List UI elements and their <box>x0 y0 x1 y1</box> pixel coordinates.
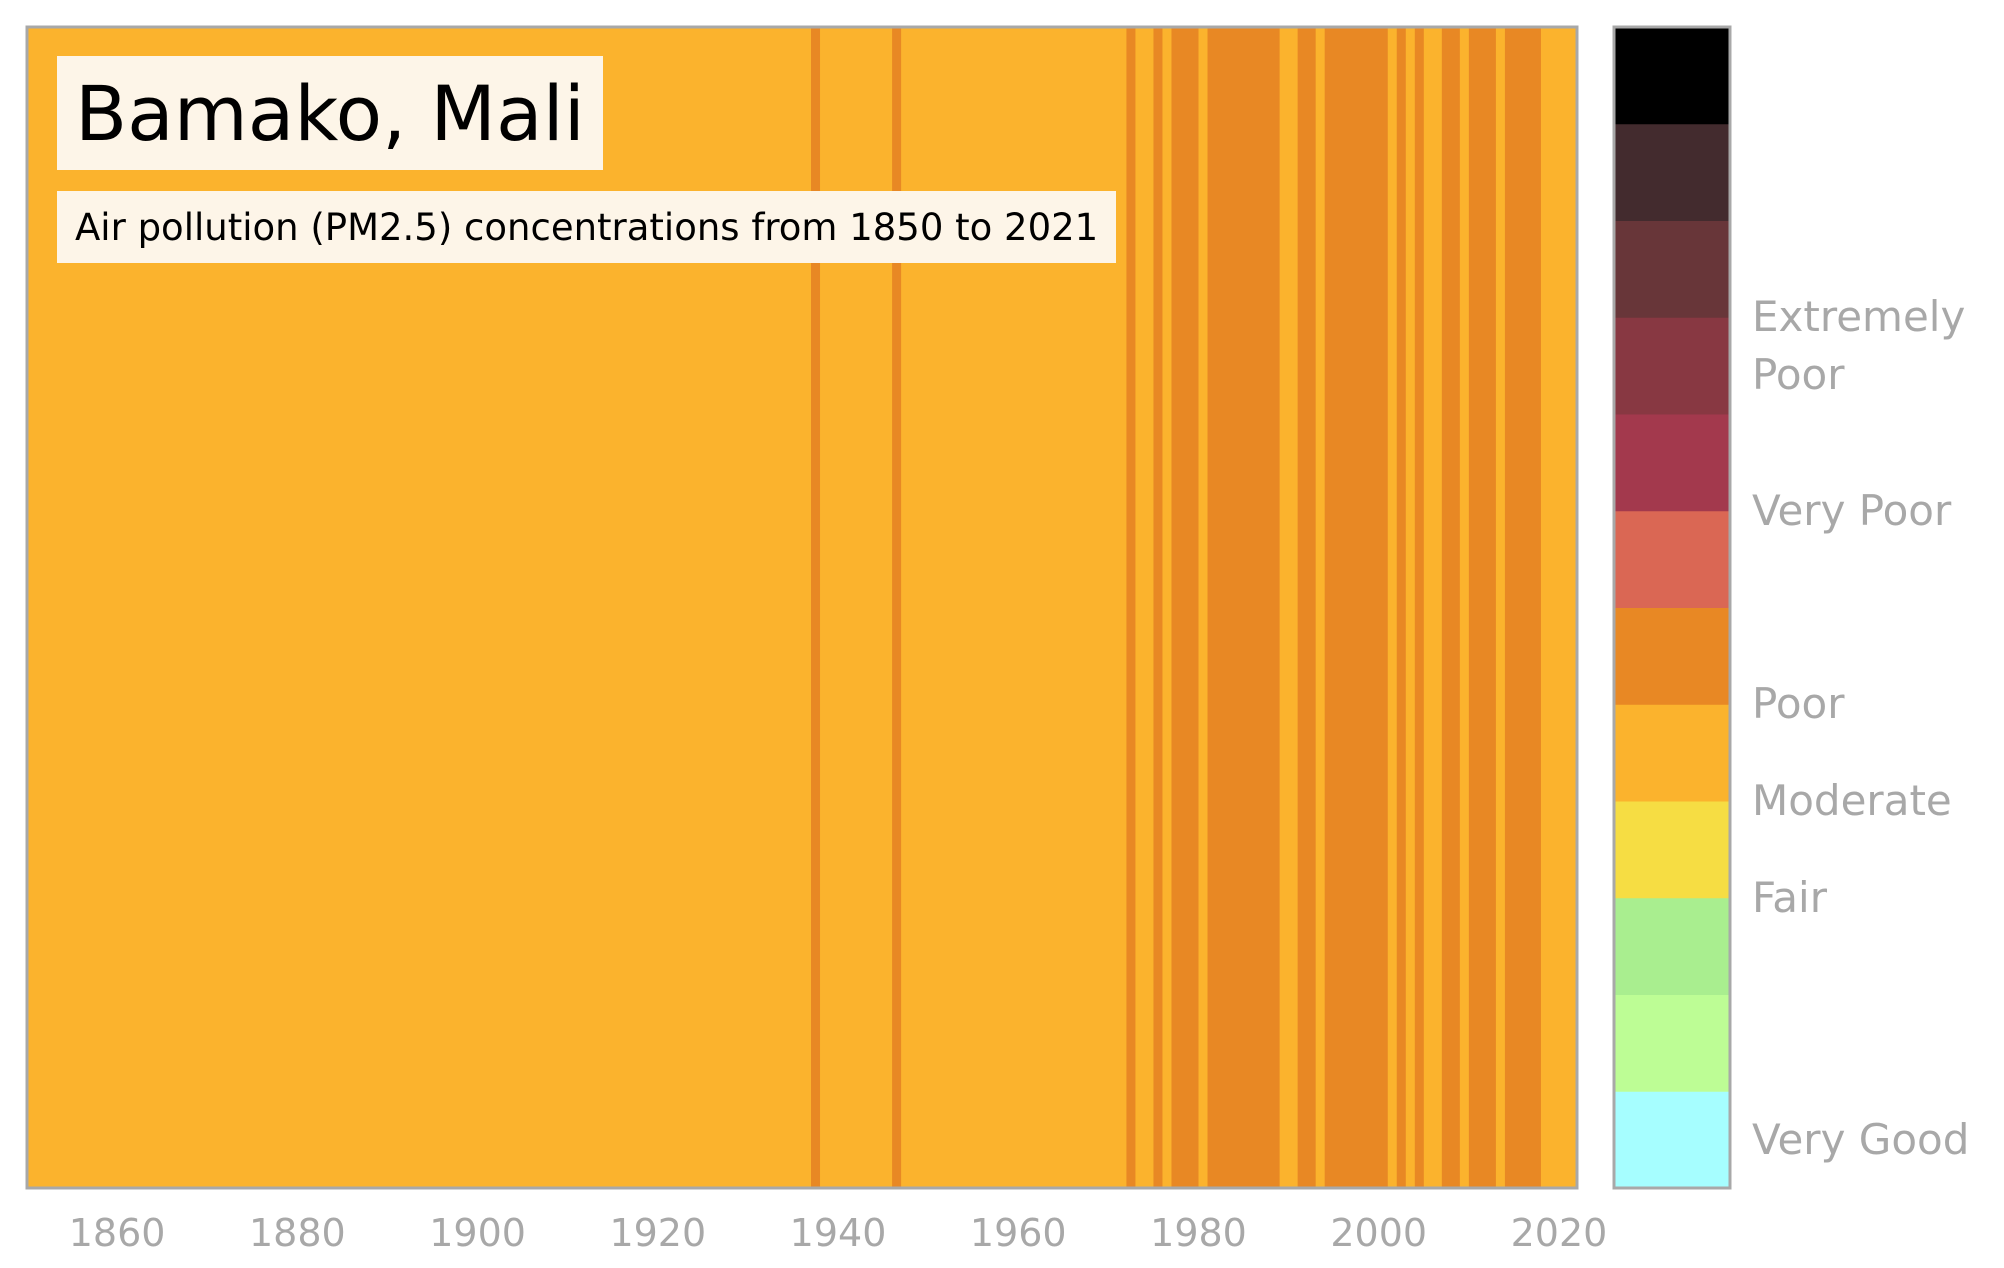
stripe-2007-2009 <box>1441 27 1461 1188</box>
stripe-2001-2002 <box>1387 27 1398 1188</box>
stripe-1946-1947 <box>892 27 902 1188</box>
stripe-1989-1991 <box>1279 27 1299 1188</box>
colorbar <box>1614 27 1730 1189</box>
stripe-1937-1938 <box>811 27 821 1188</box>
chart-title: Bamako, Mali <box>75 68 585 158</box>
stripe-2018-2022 <box>1540 27 1578 1188</box>
stripe-1973-1975 <box>1135 27 1155 1188</box>
colorbar-frame <box>1612 25 1732 1190</box>
colorbar-label-poor: Poor <box>1752 679 1845 729</box>
title-box: Bamako, Mali <box>57 56 603 170</box>
x-tick-label-1860: 1860 <box>69 1211 166 1255</box>
stripe-2009-2010 <box>1459 27 1470 1188</box>
x-axis-ticks: 1860 1880 1900 1920 1940 1960 1980 2000 2020 <box>69 1211 1608 1255</box>
colorbar-label-fair: Fair <box>1752 872 1827 922</box>
colorbar-label-very-good: Very Good <box>1752 1114 1970 1164</box>
colorbar-segment-8 <box>1614 317 1730 415</box>
stripe-1972-1973 <box>1126 27 1137 1188</box>
stripe-2010-2013 <box>1468 27 1497 1188</box>
x-tick-label-1960: 1960 <box>970 1211 1067 1255</box>
x-tick-label-1880: 1880 <box>249 1211 346 1255</box>
colorbar-label-moderate: Moderate <box>1752 776 1952 825</box>
colorbar-segment-3 <box>1614 801 1730 899</box>
stripe-1991-1993 <box>1297 27 1317 1188</box>
stripe-2014-2018 <box>1504 27 1542 1188</box>
stripe-2002-2003 <box>1396 27 1407 1188</box>
stripe-1975-1976 <box>1153 27 1164 1188</box>
x-tick-label-1980: 1980 <box>1150 1211 1247 1255</box>
colorbar-segment-9 <box>1614 220 1730 318</box>
stripe-2003-2004 <box>1405 27 1416 1188</box>
stripe-1981-1989 <box>1207 27 1281 1188</box>
colorbar-label-extremely-poor: Extremely Poor <box>1752 292 1966 400</box>
colorbar-segment-1 <box>1614 994 1730 1092</box>
subtitle-box: Air pollution (PM2.5) concentrations fro… <box>57 191 1117 263</box>
colorbar-segment-10 <box>1614 123 1730 221</box>
colorbar-segment-7 <box>1614 414 1730 512</box>
stripe-1993-1994 <box>1315 27 1326 1188</box>
plot-frame <box>25 25 1579 1190</box>
stripe-1977-1980 <box>1171 27 1200 1188</box>
colorbar-label-very-poor: Very Poor <box>1752 485 1952 535</box>
x-tick-label-2020: 2020 <box>1511 1211 1608 1255</box>
x-tick-label-1940: 1940 <box>790 1211 887 1255</box>
colorbar-segment-4 <box>1614 704 1730 802</box>
colorbar-segment-0 <box>1614 1091 1730 1189</box>
x-tick-label-1900: 1900 <box>429 1211 526 1255</box>
colorbar-segment-6 <box>1614 510 1730 608</box>
stripe-2005-2007 <box>1423 27 1443 1188</box>
colorbar-segment-5 <box>1614 607 1730 705</box>
x-tick-label-2000: 2000 <box>1330 1211 1427 1255</box>
colorbar-segment-2 <box>1614 897 1730 995</box>
chart-subtitle: Air pollution (PM2.5) concentrations fro… <box>75 205 1099 249</box>
stripe-1980-1981 <box>1198 27 1209 1188</box>
stripe-2004-2005 <box>1414 27 1425 1188</box>
stripe-2013-2014 <box>1495 27 1506 1188</box>
x-tick-label-1920: 1920 <box>609 1211 706 1255</box>
stripe-1994-2001 <box>1324 27 1389 1188</box>
colorbar-segment-11 <box>1614 27 1730 125</box>
stripe-1976-1977 <box>1162 27 1173 1188</box>
